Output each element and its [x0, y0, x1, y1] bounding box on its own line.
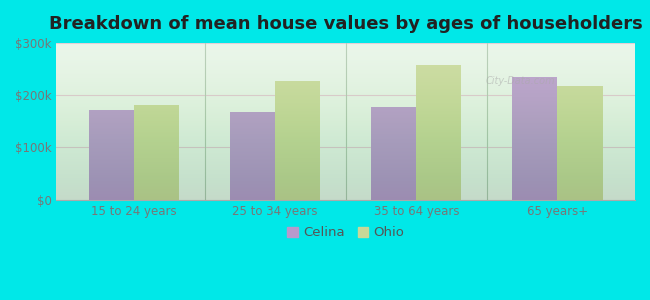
Bar: [371, 106, 416, 200]
Title: Breakdown of mean house values by ages of householders: Breakdown of mean house values by ages o…: [49, 15, 643, 33]
Text: City-Data.com: City-Data.com: [485, 76, 555, 86]
Bar: [134, 105, 179, 200]
Bar: [512, 77, 558, 200]
Bar: [89, 110, 134, 200]
Bar: [230, 112, 275, 200]
Legend: Celina, Ohio: Celina, Ohio: [283, 222, 408, 243]
Bar: [416, 65, 462, 200]
Bar: [275, 80, 320, 200]
Bar: [558, 86, 603, 200]
